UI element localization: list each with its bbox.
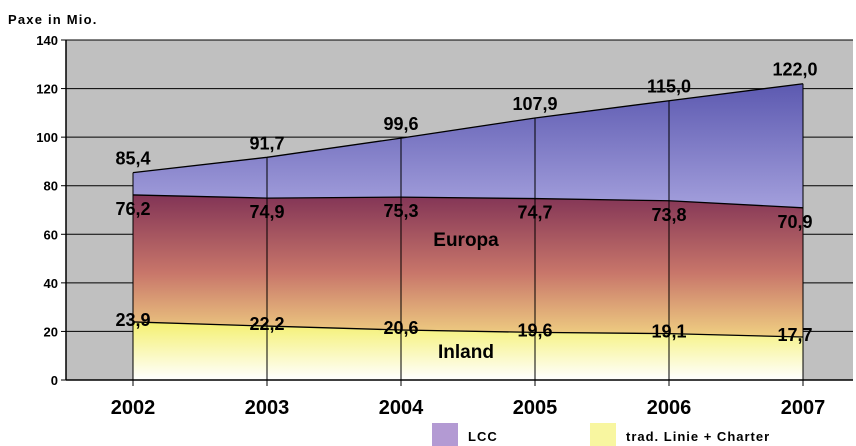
x-tick-label-2003: 2003: [245, 397, 290, 419]
legend-swatch-lcc: [432, 423, 458, 446]
y-tick-label-60: 60: [44, 227, 58, 242]
value-label-inland-2006: 19,1: [651, 322, 686, 342]
value-label-europa-2002: 76,2: [115, 199, 150, 219]
axes: [61, 39, 853, 386]
y-tick-label-20: 20: [44, 324, 58, 339]
value-labels: 23,9 22,2 20,6 19,6 19,1 17,7 76,2 74,9 75,3 74,7…: [115, 60, 817, 345]
x-tick-label-2004: 2004: [379, 397, 424, 419]
value-label-inland-2005: 19,6: [517, 320, 552, 340]
value-label-inland-2003: 22,2: [249, 314, 284, 334]
series-line-total: [132, 83, 804, 174]
value-label-total-2004: 99,6: [383, 114, 418, 134]
value-label-europa-2004: 75,3: [383, 201, 418, 221]
value-label-total-2002: 85,4: [115, 149, 150, 169]
value-label-total-2007: 122,0: [772, 60, 817, 80]
y-tick-label-80: 80: [44, 179, 58, 194]
x-tick-label-2002: 2002: [111, 397, 156, 419]
y-axis-title: Paxe in Mio.: [8, 12, 98, 27]
area-lcc: [133, 83, 803, 208]
x-tick-label-2005: 2005: [513, 397, 558, 419]
x-tick-labels: 2002 2003 2004 2005 2006 2007: [111, 397, 826, 419]
area-inland: [133, 321, 803, 380]
value-label-europa-2003: 74,9: [249, 202, 284, 222]
region-label-inland: Inland: [438, 342, 494, 363]
series-line-europa: [132, 194, 804, 209]
y-tick-label-0: 0: [51, 373, 58, 388]
y-tick-label-140: 140: [36, 33, 58, 48]
value-label-europa-2007: 70,9: [777, 212, 812, 232]
areas: [132, 83, 804, 380]
x-tick-label-2006: 2006: [647, 397, 692, 419]
series-line-inland: [132, 321, 804, 338]
legend: LCC trad. Linie + Charter: [432, 423, 770, 446]
legend-label-lcc: LCC: [468, 429, 498, 444]
y-tick-labels: 0 20 40 60 80 100 120 140: [36, 33, 58, 388]
value-label-total-2005: 107,9: [512, 94, 557, 114]
y-tick-label-100: 100: [36, 130, 58, 145]
legend-swatch-trad: [590, 423, 616, 446]
region-label-europa: Europa: [433, 230, 499, 251]
x-tick-label-2007: 2007: [781, 397, 826, 419]
value-label-europa-2005: 74,7: [517, 203, 552, 223]
area-europa: [133, 194, 803, 338]
value-label-inland-2004: 20,6: [383, 318, 418, 338]
value-label-total-2003: 91,7: [249, 133, 284, 153]
y-tick-label-40: 40: [44, 276, 58, 291]
year-lines: [132, 83, 804, 380]
value-label-inland-2007: 17,7: [777, 325, 812, 345]
value-label-inland-2002: 23,9: [115, 310, 150, 330]
y-tick-label-120: 120: [36, 82, 58, 97]
value-label-europa-2006: 73,8: [651, 205, 686, 225]
value-label-total-2006: 115,0: [647, 77, 691, 97]
legend-label-trad: trad. Linie + Charter: [626, 429, 770, 444]
